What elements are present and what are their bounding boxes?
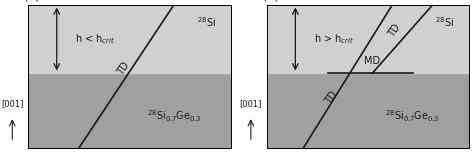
Text: MD: MD [364,56,380,66]
Text: $^{28}$Si: $^{28}$Si [197,15,216,29]
Text: [001]: [001] [240,99,262,108]
Text: TD: TD [116,61,131,77]
Text: TD: TD [386,22,402,39]
Text: (b): (b) [263,0,279,2]
Text: (a): (a) [24,0,40,2]
Text: h < h$_{crit}$: h < h$_{crit}$ [75,32,115,46]
Text: $^{28}$Si$_{0.7}$Ge$_{0.3}$: $^{28}$Si$_{0.7}$Ge$_{0.3}$ [147,109,201,124]
Text: TD: TD [324,89,340,106]
Text: $^{28}$Si$_{0.7}$Ge$_{0.3}$: $^{28}$Si$_{0.7}$Ge$_{0.3}$ [385,109,440,124]
Text: h > h$_{crit}$: h > h$_{crit}$ [314,32,354,46]
Text: $^{28}$Si: $^{28}$Si [436,15,455,29]
Text: [001]: [001] [1,99,23,108]
